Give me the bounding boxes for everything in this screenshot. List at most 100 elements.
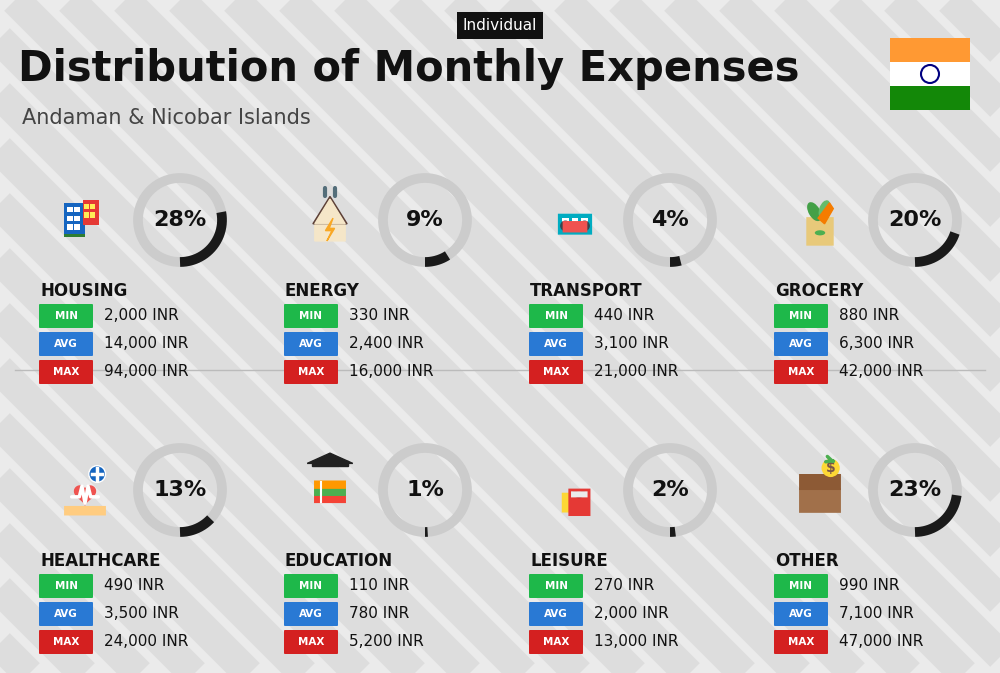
FancyBboxPatch shape <box>774 304 828 328</box>
FancyBboxPatch shape <box>529 332 583 356</box>
Text: MIN: MIN <box>54 581 78 591</box>
FancyBboxPatch shape <box>39 360 93 384</box>
FancyBboxPatch shape <box>890 86 970 110</box>
Text: 330 INR: 330 INR <box>349 308 410 324</box>
Text: 110 INR: 110 INR <box>349 579 409 594</box>
Text: EDUCATION: EDUCATION <box>285 552 393 570</box>
FancyBboxPatch shape <box>284 304 338 328</box>
Text: MAX: MAX <box>788 367 814 377</box>
FancyBboxPatch shape <box>774 332 828 356</box>
Text: 880 INR: 880 INR <box>839 308 899 324</box>
FancyBboxPatch shape <box>563 221 587 232</box>
FancyBboxPatch shape <box>284 332 338 356</box>
Text: 2,000 INR: 2,000 INR <box>594 606 669 621</box>
FancyBboxPatch shape <box>314 495 346 503</box>
Text: AVG: AVG <box>544 339 568 349</box>
Bar <box>84 213 89 218</box>
Text: AVG: AVG <box>54 609 78 619</box>
Polygon shape <box>325 218 335 241</box>
Bar <box>64 203 85 237</box>
Text: Distribution of Monthly Expenses: Distribution of Monthly Expenses <box>18 48 800 90</box>
FancyBboxPatch shape <box>284 574 338 598</box>
FancyBboxPatch shape <box>806 217 834 246</box>
Text: MAX: MAX <box>53 367 79 377</box>
Text: MIN: MIN <box>300 581 322 591</box>
FancyBboxPatch shape <box>562 493 577 513</box>
Text: 42,000 INR: 42,000 INR <box>839 365 923 380</box>
Text: 13%: 13% <box>153 480 207 500</box>
Text: MAX: MAX <box>298 637 324 647</box>
Text: 21,000 INR: 21,000 INR <box>594 365 678 380</box>
Bar <box>67 224 73 229</box>
Text: 20%: 20% <box>888 210 942 230</box>
Text: 3,100 INR: 3,100 INR <box>594 336 669 351</box>
Text: HEALTHCARE: HEALTHCARE <box>40 552 160 570</box>
Text: 2,000 INR: 2,000 INR <box>104 308 179 324</box>
FancyBboxPatch shape <box>799 488 841 513</box>
Bar <box>67 215 73 221</box>
FancyBboxPatch shape <box>39 602 93 626</box>
FancyBboxPatch shape <box>799 474 841 490</box>
Text: AVG: AVG <box>54 339 78 349</box>
Text: 490 INR: 490 INR <box>104 579 164 594</box>
Text: 47,000 INR: 47,000 INR <box>839 635 923 649</box>
Text: MIN: MIN <box>790 581 812 591</box>
Text: ENERGY: ENERGY <box>285 282 360 300</box>
Text: 5,200 INR: 5,200 INR <box>349 635 424 649</box>
Polygon shape <box>315 199 345 224</box>
Text: HOUSING: HOUSING <box>40 282 127 300</box>
Text: MAX: MAX <box>53 637 79 647</box>
Text: MAX: MAX <box>298 367 324 377</box>
Text: 94,000 INR: 94,000 INR <box>104 365 188 380</box>
Ellipse shape <box>819 201 831 219</box>
FancyBboxPatch shape <box>64 506 106 516</box>
FancyBboxPatch shape <box>774 574 828 598</box>
Polygon shape <box>313 197 347 224</box>
Text: AVG: AVG <box>789 609 813 619</box>
Text: 2%: 2% <box>651 480 689 500</box>
FancyBboxPatch shape <box>890 38 970 62</box>
Bar <box>83 200 99 225</box>
Polygon shape <box>307 453 353 464</box>
Bar <box>84 204 89 209</box>
Text: 14,000 INR: 14,000 INR <box>104 336 188 351</box>
FancyBboxPatch shape <box>774 360 828 384</box>
Polygon shape <box>75 486 95 505</box>
Bar <box>74 224 80 229</box>
Text: 270 INR: 270 INR <box>594 579 654 594</box>
Text: 7,100 INR: 7,100 INR <box>839 606 914 621</box>
FancyBboxPatch shape <box>774 630 828 654</box>
Bar <box>74 215 80 221</box>
Polygon shape <box>818 203 833 224</box>
Polygon shape <box>312 461 348 466</box>
Text: AVG: AVG <box>789 339 813 349</box>
FancyBboxPatch shape <box>314 488 346 496</box>
Text: 6,300 INR: 6,300 INR <box>839 336 914 351</box>
Text: MIN: MIN <box>300 311 322 321</box>
Bar <box>64 234 85 237</box>
FancyBboxPatch shape <box>39 574 93 598</box>
Circle shape <box>579 221 590 231</box>
Text: 3,500 INR: 3,500 INR <box>104 606 179 621</box>
Text: 780 INR: 780 INR <box>349 606 409 621</box>
FancyBboxPatch shape <box>284 602 338 626</box>
Ellipse shape <box>815 230 825 236</box>
Text: Andaman & Nicobar Islands: Andaman & Nicobar Islands <box>22 108 311 128</box>
Bar <box>90 213 95 218</box>
Text: Individual: Individual <box>463 18 537 33</box>
FancyBboxPatch shape <box>529 574 583 598</box>
Text: LEISURE: LEISURE <box>530 552 608 570</box>
Bar <box>581 218 588 226</box>
Text: 9%: 9% <box>406 210 444 230</box>
Text: MIN: MIN <box>544 311 568 321</box>
Text: 16,000 INR: 16,000 INR <box>349 365 434 380</box>
FancyBboxPatch shape <box>568 489 590 516</box>
Text: 13,000 INR: 13,000 INR <box>594 635 678 649</box>
Text: 2,400 INR: 2,400 INR <box>349 336 424 351</box>
FancyBboxPatch shape <box>314 481 346 489</box>
Text: 1%: 1% <box>406 480 444 500</box>
Text: GROCERY: GROCERY <box>775 282 863 300</box>
Text: 24,000 INR: 24,000 INR <box>104 635 188 649</box>
FancyBboxPatch shape <box>558 214 592 235</box>
Text: OTHER: OTHER <box>775 552 839 570</box>
